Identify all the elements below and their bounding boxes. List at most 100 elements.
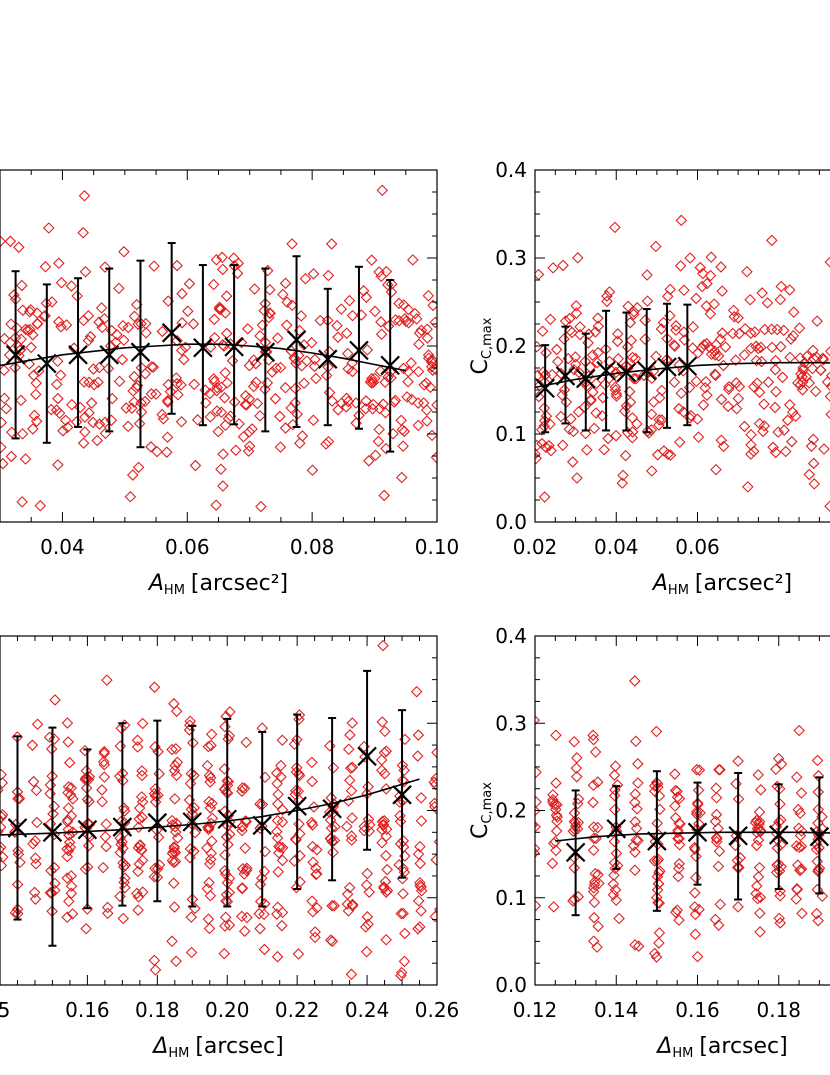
scatter-point [332,404,344,416]
scatter-point [191,414,204,426]
scatter-point [171,756,184,769]
scatter-point [588,896,601,909]
scatter-point [675,387,688,400]
scatter-point [414,921,426,933]
binned-median-marker [322,798,342,819]
scatter-point [429,778,437,791]
scatter-point [656,384,668,397]
scatter-point [775,814,787,826]
scatter-point [653,937,665,949]
scatter-point [536,437,548,450]
scatter-point [772,752,785,765]
scatter-point [168,764,181,777]
scatter-point [571,797,584,810]
scatter-point [64,789,77,801]
scatter-point [584,361,597,374]
scatter-point [732,901,744,913]
scatter-point [381,884,394,897]
scatter-point [74,401,87,414]
scatter-point [44,886,57,899]
scatter-point [248,283,261,295]
scatter-point [203,876,215,889]
scatter-point [608,857,621,869]
scatter-point [824,500,830,513]
scatter-point [769,446,782,459]
scatter-point [360,395,372,407]
binned-median-marker [535,378,555,399]
scatter-point [168,877,180,889]
scatter-point [752,769,764,781]
scatter-point [397,440,409,452]
scatter-point [730,777,742,790]
scatter-point [587,821,600,833]
x-axis-symbol: Δ [655,1034,672,1059]
scatter-point [29,388,42,401]
scatter-point [535,796,542,808]
scatter-point [117,912,130,925]
scatter-point [156,325,169,338]
scatter-point [754,826,767,838]
x-tick-label: 0.12 [513,998,558,1022]
scatter-point [171,832,184,844]
scatter-point [118,876,130,889]
scatter-point [672,826,684,839]
scatter-point [796,371,808,383]
scatter-point [784,351,796,364]
scatter-point [568,893,581,906]
scatter-point [380,830,392,843]
scatter-point [62,814,74,826]
scatter-point [161,431,174,444]
scatter-point [379,875,392,888]
scatter-point [118,719,131,731]
scatter-point [608,769,621,781]
scatter-point [293,713,305,726]
scatter-point [29,852,42,864]
scatter-point [204,411,217,423]
scatter-point [592,776,604,788]
scatter-point [361,911,374,923]
scatter-point [774,798,786,810]
scatter-point [683,381,696,394]
scatter-point [825,346,830,357]
scatter-point [792,803,805,816]
scatter-point [290,834,302,846]
scatter-point [188,378,200,391]
scatter-point [693,764,706,776]
scatter-point [202,821,214,834]
scatter-point [203,769,216,782]
scatter-point [758,398,770,410]
scatter-point [276,841,289,854]
scatter-point [213,301,226,314]
scatter-point [367,398,380,411]
scatter-point [754,824,767,837]
scatter-point [271,908,283,920]
scatter-point [93,361,106,374]
x-tick-label: 0.18 [756,998,801,1022]
scatter-point [254,410,266,422]
scatter-point [273,847,285,859]
scatter-point [398,764,411,777]
scatter-point [345,785,358,797]
scatter-point [538,491,551,503]
scatter-point [52,459,64,471]
scatter-point [732,755,744,767]
scatter-point [285,402,297,414]
scatter-point [815,364,827,376]
scatter-point [610,390,623,402]
scatter-point [568,862,581,874]
scatter-point [100,818,112,830]
scatter-point [207,373,220,385]
scatter-point [402,375,414,388]
scatter-point [647,396,660,408]
scatter-point [307,414,320,427]
scatter-point [613,912,625,925]
scatter-point [311,868,323,880]
scatter-point [535,766,542,779]
scatter-point [345,762,357,774]
scatter-point [52,392,64,405]
scatter-point [149,741,161,753]
scatter-point [203,821,215,834]
scatter-point [749,816,762,829]
scatter-point [0,828,4,836]
scatter-point [82,839,95,852]
